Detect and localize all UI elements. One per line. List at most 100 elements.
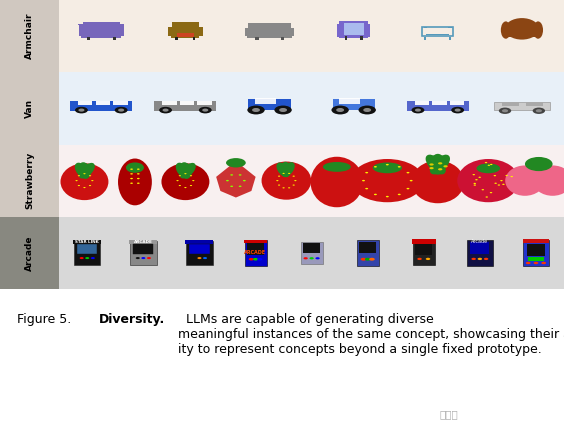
Circle shape	[190, 185, 192, 186]
Circle shape	[239, 174, 241, 176]
Ellipse shape	[501, 21, 511, 39]
Circle shape	[199, 107, 212, 113]
Ellipse shape	[262, 162, 311, 200]
Ellipse shape	[351, 159, 424, 202]
Circle shape	[502, 184, 505, 185]
Ellipse shape	[519, 162, 558, 189]
Circle shape	[478, 258, 482, 260]
Bar	[345, 36, 347, 40]
Bar	[248, 23, 290, 33]
Circle shape	[510, 176, 513, 177]
Bar	[0, 144, 59, 217]
Bar	[168, 28, 172, 36]
Text: Strawberry: Strawberry	[25, 152, 34, 209]
Circle shape	[276, 180, 279, 181]
Circle shape	[278, 176, 280, 177]
Circle shape	[359, 105, 376, 114]
Circle shape	[257, 258, 262, 261]
Circle shape	[426, 258, 430, 260]
Circle shape	[532, 108, 545, 114]
Bar	[59, 0, 564, 72]
Circle shape	[75, 107, 88, 113]
Bar	[425, 37, 426, 40]
Bar	[74, 241, 100, 265]
Circle shape	[248, 105, 265, 114]
Circle shape	[162, 108, 169, 112]
Bar	[245, 28, 249, 36]
Bar	[59, 217, 564, 289]
Circle shape	[137, 168, 140, 170]
Bar	[78, 101, 92, 105]
Circle shape	[365, 188, 368, 190]
Bar	[87, 37, 90, 40]
Bar	[337, 24, 341, 37]
Circle shape	[179, 175, 181, 176]
Bar	[113, 37, 116, 40]
Circle shape	[497, 184, 500, 186]
Bar	[155, 101, 217, 110]
Ellipse shape	[505, 165, 545, 196]
Ellipse shape	[176, 163, 190, 178]
Circle shape	[526, 262, 531, 264]
Bar	[255, 37, 258, 40]
Bar	[83, 22, 120, 33]
Circle shape	[78, 108, 85, 112]
Circle shape	[91, 257, 95, 259]
Bar	[333, 99, 375, 110]
Circle shape	[303, 257, 308, 259]
Circle shape	[536, 109, 542, 112]
Circle shape	[484, 258, 488, 260]
Circle shape	[252, 108, 260, 112]
Circle shape	[147, 257, 151, 259]
Bar	[367, 24, 371, 37]
Circle shape	[137, 173, 140, 175]
Bar	[113, 101, 127, 105]
Bar	[73, 240, 101, 244]
Bar	[415, 101, 429, 105]
Circle shape	[482, 189, 484, 190]
Ellipse shape	[533, 21, 543, 39]
Bar	[301, 241, 323, 264]
Circle shape	[332, 105, 349, 114]
Circle shape	[407, 188, 409, 190]
Circle shape	[485, 162, 487, 163]
Bar	[197, 101, 212, 105]
Circle shape	[478, 177, 481, 178]
Bar	[193, 37, 196, 40]
Circle shape	[363, 108, 371, 112]
Circle shape	[83, 173, 86, 174]
Bar	[303, 243, 320, 252]
Ellipse shape	[310, 157, 363, 207]
Circle shape	[443, 165, 448, 167]
Bar	[359, 242, 376, 253]
Circle shape	[230, 186, 233, 187]
Circle shape	[202, 108, 208, 112]
Bar	[248, 33, 292, 37]
Circle shape	[494, 175, 496, 176]
Ellipse shape	[161, 163, 209, 200]
Text: STAR LINK: STAR LINK	[76, 240, 99, 244]
Circle shape	[310, 257, 314, 259]
Circle shape	[398, 194, 400, 195]
Circle shape	[283, 173, 285, 174]
Bar	[422, 27, 453, 36]
Bar	[248, 244, 264, 255]
Circle shape	[386, 164, 389, 165]
Circle shape	[486, 196, 488, 198]
Bar	[523, 240, 549, 266]
Circle shape	[369, 258, 374, 261]
Circle shape	[505, 175, 508, 176]
Circle shape	[142, 257, 146, 259]
Bar	[244, 240, 267, 243]
Bar	[339, 98, 360, 104]
Bar	[119, 26, 124, 36]
Bar	[407, 101, 469, 110]
Bar	[199, 28, 203, 36]
Bar	[432, 101, 447, 105]
Circle shape	[398, 166, 400, 167]
Bar	[78, 24, 84, 26]
Circle shape	[475, 179, 478, 180]
Circle shape	[412, 107, 424, 113]
Circle shape	[275, 105, 292, 114]
Bar	[0, 0, 59, 72]
